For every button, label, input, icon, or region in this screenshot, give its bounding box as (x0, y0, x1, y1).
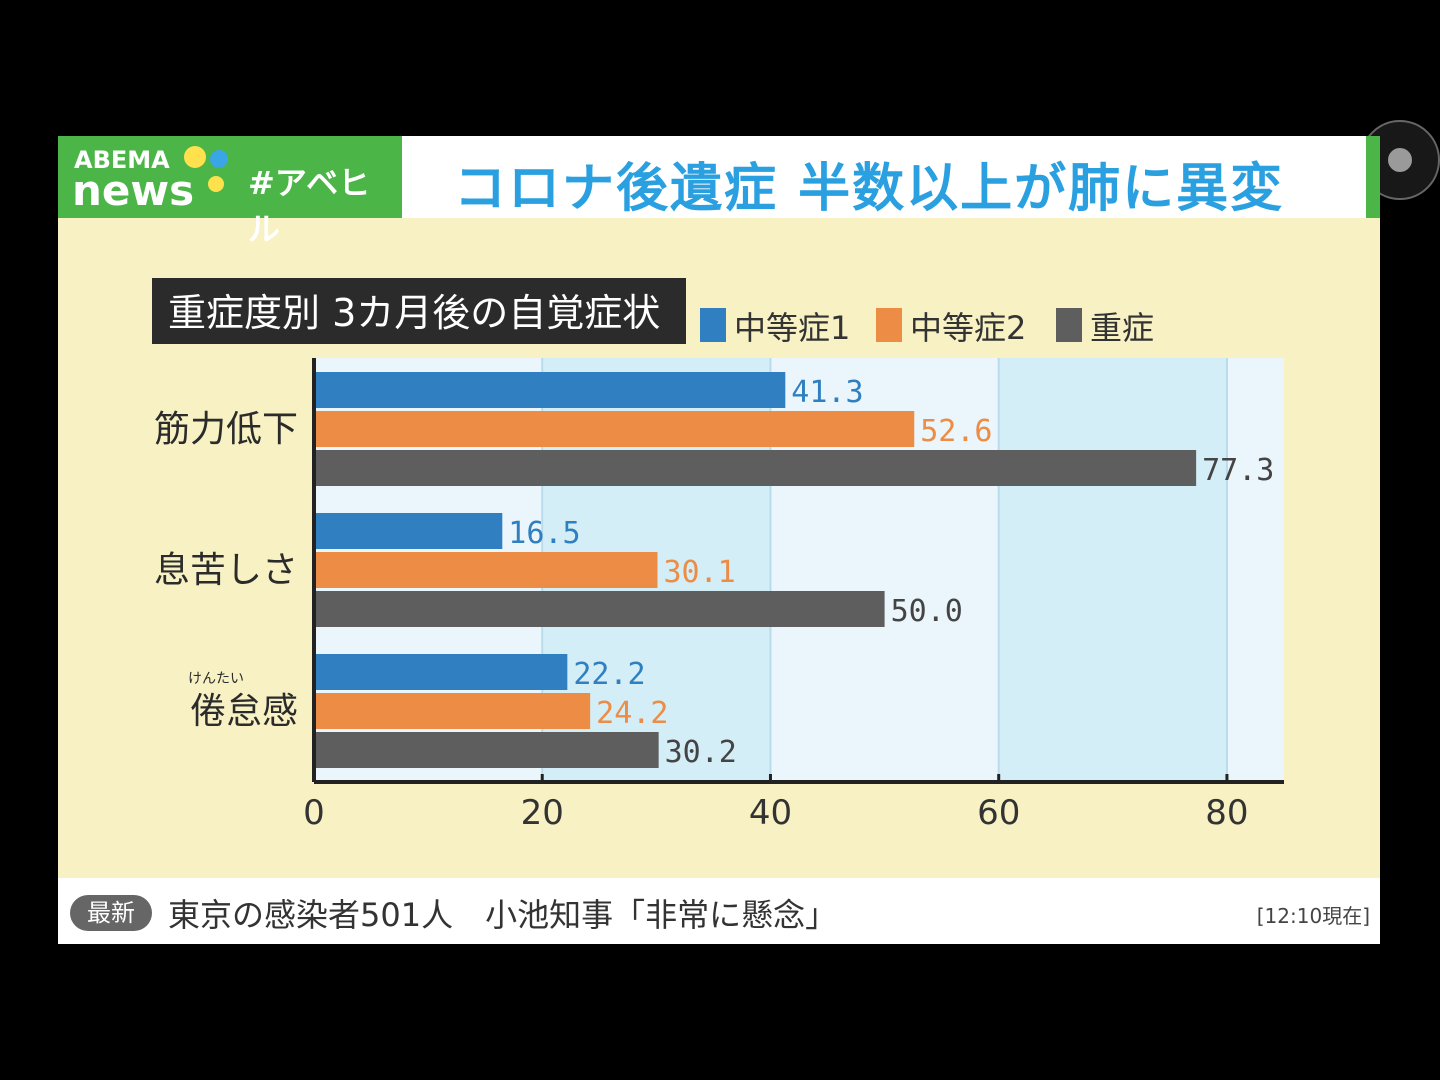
ticker-text: 東京の感染者501人 小池知事「非常に懸念」 (168, 896, 838, 934)
bar (314, 654, 568, 690)
bar (314, 411, 915, 447)
data-label: 30.2 (665, 735, 737, 770)
bar (314, 450, 1197, 486)
data-label: 30.1 (663, 555, 735, 590)
x-tick-label: 80 (1205, 793, 1248, 833)
logo-dot-icon (184, 146, 206, 168)
header-bar: ABEMA news #アベヒル コロナ後遺症 半数以上が肺に異変 (58, 136, 1380, 248)
legend-label: 中等症1 (734, 309, 850, 347)
chart-title-box (152, 278, 686, 344)
logo-dot-icon (208, 176, 224, 192)
legend-swatch (876, 308, 902, 342)
header-edge (1366, 136, 1380, 218)
plot-band (1226, 358, 1284, 782)
page-title: コロナ後遺症 半数以上が肺に異変 (454, 159, 1285, 219)
data-label: 77.3 (1202, 453, 1274, 488)
logo-bottom-text: news (72, 166, 195, 215)
bar (314, 732, 659, 768)
data-label: 50.0 (891, 594, 963, 629)
ticker-tag: 最新 (70, 895, 152, 931)
news-ticker: 最新 東京の感染者501人 小池知事「非常に懸念」 [12:10現在] (58, 878, 1380, 944)
category-label: 筋力低下 (154, 409, 298, 450)
abema-news-logo: ABEMA news #アベヒル (58, 136, 402, 248)
bar (314, 591, 885, 627)
bar (314, 693, 591, 729)
x-tick-label: 40 (749, 793, 792, 833)
category-ruby: けんたい (188, 671, 244, 687)
legend-label: 中等症2 (910, 309, 1026, 347)
data-label: 52.6 (920, 414, 992, 449)
bar (314, 513, 503, 549)
data-label: 22.2 (573, 657, 645, 692)
control-dot-icon (1388, 148, 1412, 172)
data-label: 24.2 (596, 696, 668, 731)
data-label: 16.5 (508, 516, 580, 551)
bar (314, 372, 786, 408)
logo-dot-icon (210, 150, 228, 168)
broadcast-frame: ABEMA news #アベヒル コロナ後遺症 半数以上が肺に異変 重症度別 3… (58, 136, 1380, 944)
x-tick-label: 20 (521, 793, 564, 833)
chart: 重症度別 3カ月後の自覚症状 中等症1 中等症2 重症 41.3 52.6 77.3 筋力低下… (152, 278, 1284, 833)
chart-title: 重症度別 3カ月後の自覚症状 (168, 291, 660, 335)
category-label: 息苦しさ (154, 550, 298, 591)
bar (314, 552, 658, 588)
ticker-time: [12:10現在] (1256, 904, 1370, 928)
x-tick-label: 0 (303, 793, 325, 833)
hashtag: #アベヒル (248, 164, 371, 248)
legend-swatch (1056, 308, 1082, 342)
plot-band (998, 358, 1227, 782)
logo-top-text: ABEMA (74, 146, 170, 174)
x-tick-label: 60 (977, 793, 1020, 833)
legend-label: 重症 (1090, 309, 1154, 347)
data-label: 41.3 (791, 375, 863, 410)
legend-swatch (700, 308, 726, 342)
category-label: 倦怠感 (190, 691, 298, 732)
